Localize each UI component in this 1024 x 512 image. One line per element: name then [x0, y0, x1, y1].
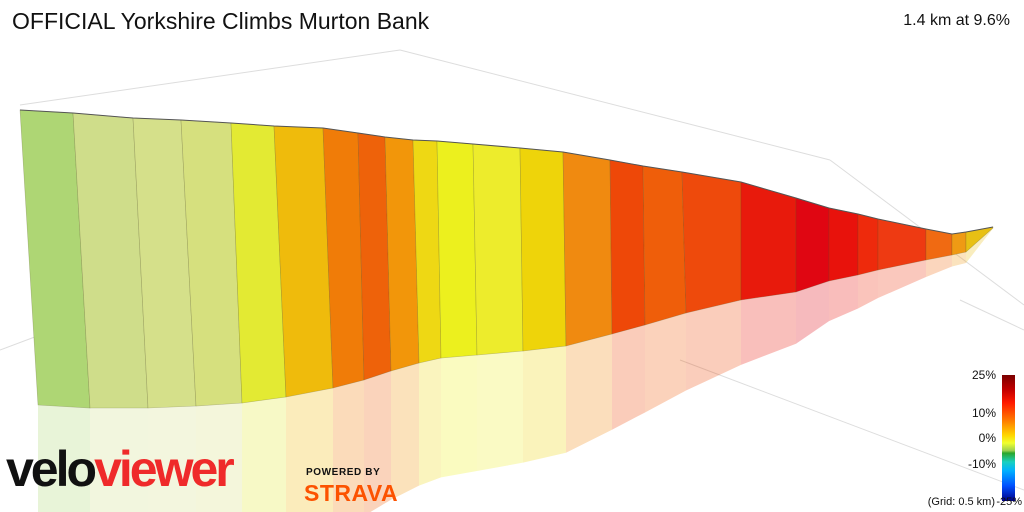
gradient-segment [436, 140, 478, 359]
gradient-segment [562, 151, 613, 347]
gradient-segment [609, 159, 646, 335]
reflection-segment [566, 334, 612, 453]
reflection-segment [38, 405, 90, 512]
gradient-segment [519, 147, 567, 352]
gradient-segment [740, 181, 797, 301]
reflection-segment [286, 388, 333, 512]
reflection-segment [829, 275, 858, 322]
grid-line [0, 334, 41, 351]
reflection-segment [966, 228, 993, 263]
reflection-segment [333, 380, 364, 512]
reflection-segment [523, 346, 566, 463]
gradient-color-scale [1002, 375, 1015, 501]
legend-tick-minus10: -10% [967, 457, 996, 471]
reflection-segment [441, 355, 477, 478]
veloviewer-logo[interactable]: veloviewer [6, 441, 235, 497]
strava-logo[interactable]: STRAVA [304, 480, 399, 506]
reflection-segment [952, 252, 966, 267]
reflection-segment [90, 408, 148, 512]
grid-note: (Grid: 0.5 km) [927, 496, 995, 508]
reflection-segment [741, 292, 796, 365]
reflection-segment [477, 351, 523, 472]
gradient-segment [795, 197, 830, 293]
reflection-segment [878, 260, 926, 299]
grid-line [959, 299, 1024, 331]
logo-velo-text: velo [6, 441, 97, 497]
page-title: OFFICIAL Yorkshire Climbs Murton Bank [12, 8, 430, 34]
legend-tick-25: 25% [971, 368, 996, 382]
grid-line [399, 49, 831, 161]
gradient-segment [828, 207, 859, 282]
logo-viewer-text: viewer [94, 441, 235, 497]
profile-top-line [19, 109, 994, 235]
reflection-segment [242, 397, 286, 512]
profile-reflection [38, 228, 993, 512]
grid-line [19, 49, 401, 106]
reflection-segment [686, 300, 741, 391]
reflection-segment [391, 363, 419, 500]
legend-tick-0: 0% [978, 431, 996, 445]
climb-summary: 1.4 km at 9.6% [903, 12, 1010, 29]
gradient-segment [681, 171, 742, 314]
reflection-segment [926, 255, 952, 278]
gradient-segment [472, 143, 524, 356]
legend-tick-10: 10% [971, 406, 996, 420]
gradient-segment [642, 165, 687, 326]
gradient-segment [857, 213, 879, 276]
grid-line [679, 359, 1024, 491]
reflection-segment [419, 358, 441, 486]
reflection-segment [796, 281, 829, 344]
reflection-segment [645, 313, 686, 413]
reflection-segment [196, 403, 242, 512]
reflection-segment [364, 371, 391, 512]
legend-tick-minus25: -25% [996, 496, 1022, 508]
reflection-segment [148, 406, 196, 512]
powered-by-label: POWERED BY [306, 467, 381, 478]
gradient-ribbon [19, 109, 994, 409]
reflection-segment [858, 270, 878, 309]
gradient-segment [951, 231, 967, 256]
gradient-legend: 25% 10% 0% -10% [958, 366, 1024, 512]
reflection-segment [612, 325, 645, 430]
